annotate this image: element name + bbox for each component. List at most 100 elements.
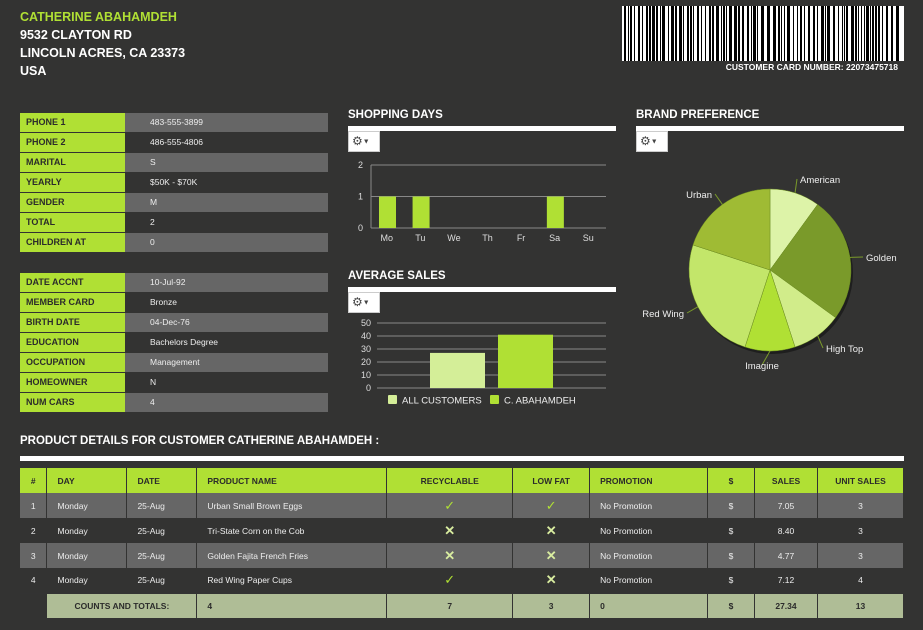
barcode-bar	[624, 6, 626, 61]
cell-units: 3	[817, 493, 905, 518]
divider	[636, 126, 904, 131]
y-tick-label: 0	[366, 383, 371, 393]
divider	[20, 456, 904, 461]
cell-cur: $	[707, 568, 756, 593]
barcode-bar	[671, 6, 674, 61]
cell-product: Red Wing Paper Cups	[196, 568, 388, 593]
cell-n: 2	[20, 518, 48, 543]
cell-sales: 8.40	[754, 518, 818, 543]
info-label: NUM CARS	[20, 393, 125, 412]
barcode-bar	[709, 6, 711, 61]
average-sales-chart: 0 10 20 30 40 50 ALL CUSTOMERS C. ABAHAMDEH	[361, 318, 606, 407]
brand-preference-chart: American Golden High Top Imagine Red Wing Urb…	[642, 175, 896, 372]
pie-label: High Top	[826, 344, 863, 355]
barcode-bar	[821, 6, 824, 61]
legend-swatch	[490, 395, 499, 404]
info-value: 0	[125, 233, 328, 252]
barcode-bar	[844, 6, 845, 61]
barcode-bar	[738, 6, 740, 61]
cell-sales: 4.77	[754, 543, 818, 568]
info-label: TOTAL	[20, 213, 125, 232]
info-value: 04-Dec-76	[125, 313, 328, 332]
barcode-bar	[827, 6, 830, 61]
info-value: Management	[125, 353, 328, 372]
barcode-bar	[804, 6, 805, 61]
gear-icon[interactable]: ⚙▼	[348, 131, 380, 152]
barcode-bar	[687, 6, 689, 61]
barcode-bar	[668, 6, 669, 61]
barcode-bar	[781, 6, 782, 61]
column-header: LOW FAT	[512, 468, 591, 493]
table-row: 2 Monday 25-Aug Tri-State Corn on the Cob ✕ ✕…	[20, 518, 905, 543]
barcode-bar	[628, 6, 629, 61]
table-row: 3 Monday 25-Aug Golden Fajita French Fries ✕…	[20, 543, 905, 568]
cell-n: 4	[20, 568, 48, 593]
barcode-bar	[662, 6, 665, 61]
cell-units: 4	[817, 568, 905, 593]
barcode-bar	[630, 6, 632, 61]
barcode-bar	[652, 6, 655, 61]
barcode-bar	[697, 6, 699, 61]
cell-recyclable: ✕	[386, 518, 514, 543]
shopping-days-title: SHOPPING DAYS	[348, 109, 443, 121]
barcode-bar	[767, 6, 770, 61]
column-header: #	[20, 468, 48, 493]
barcode-bar	[800, 6, 802, 61]
cell-date: 25-Aug	[126, 568, 198, 593]
y-tick-label: 2	[358, 160, 363, 170]
divider	[348, 287, 616, 292]
cell-product: Tri-State Corn on the Cob	[196, 518, 388, 543]
cell-sales: 7.12	[754, 568, 818, 593]
barcode-bar	[825, 6, 826, 61]
info-label: CHILDREN AT	[20, 233, 125, 252]
info-row: CHILDREN AT 0	[20, 233, 328, 253]
table-row: 1 Monday 25-Aug Urban Small Brown Eggs ✓ ✓ No …	[20, 493, 905, 518]
cell-recyclable: ✓	[386, 493, 514, 518]
info-value: Bronze	[150, 297, 177, 307]
cross-icon: ✕	[444, 547, 456, 563]
address-country: USA	[20, 64, 47, 78]
info-label: PHONE 2	[20, 133, 125, 152]
info-label: MEMBER CARD	[20, 293, 125, 312]
info-value: 483-555-3899	[125, 113, 328, 132]
cell-low_fat: ✕	[512, 518, 591, 543]
info-row: HOMEOWNER N	[20, 373, 328, 393]
barcode-bar	[701, 6, 702, 61]
average-sales-title: AVERAGE SALES	[348, 270, 446, 282]
gear-icon[interactable]: ⚙▼	[348, 292, 380, 313]
info-label: PHONE 1	[20, 113, 125, 132]
barcode-bar	[660, 6, 661, 61]
barcode-bar	[858, 6, 859, 61]
cell-recyclable: ✓	[386, 568, 514, 593]
barcode-bar	[875, 6, 877, 61]
barcode-bar	[747, 6, 749, 61]
column-header: DATE	[126, 468, 198, 493]
info-label: HOMEOWNER	[20, 373, 125, 392]
gear-icon[interactable]: ⚙▼	[636, 131, 668, 152]
cell-sales: 7.05	[754, 493, 818, 518]
x-tick-label: Su	[583, 233, 594, 243]
y-tick-label: 1	[358, 192, 363, 202]
cross-icon: ✕	[545, 522, 557, 538]
shopping-days-chart: 0 1 2 Mo Tu We Th Fr Sa Su	[358, 160, 606, 243]
barcode-bar	[683, 6, 684, 61]
blank	[20, 592, 48, 618]
barcode-bar	[864, 6, 865, 61]
cell-day: Monday	[46, 568, 128, 593]
info-label: YEARLY	[20, 173, 125, 192]
barcode-bar	[761, 6, 764, 61]
barcode-bar	[734, 6, 737, 61]
legend-label: ALL CUSTOMERS	[402, 396, 482, 407]
info-label: BIRTH DATE	[20, 313, 125, 332]
leader-line	[686, 306, 699, 314]
total-sales: 27.34	[754, 592, 818, 618]
x-tick-label: Tu	[415, 233, 425, 243]
customer-info-table-2: DATE ACCNT 10-Jul-92 MEMBER CARD Bronze BIRT…	[20, 273, 328, 413]
barcode-bar	[855, 6, 857, 61]
barcode-bar	[773, 6, 776, 61]
barcode-bar	[716, 6, 719, 61]
barcode-bar	[690, 6, 692, 61]
cell-day: Monday	[46, 518, 128, 543]
info-label: MARITAL	[20, 153, 125, 172]
x-tick-label: Th	[482, 233, 493, 243]
